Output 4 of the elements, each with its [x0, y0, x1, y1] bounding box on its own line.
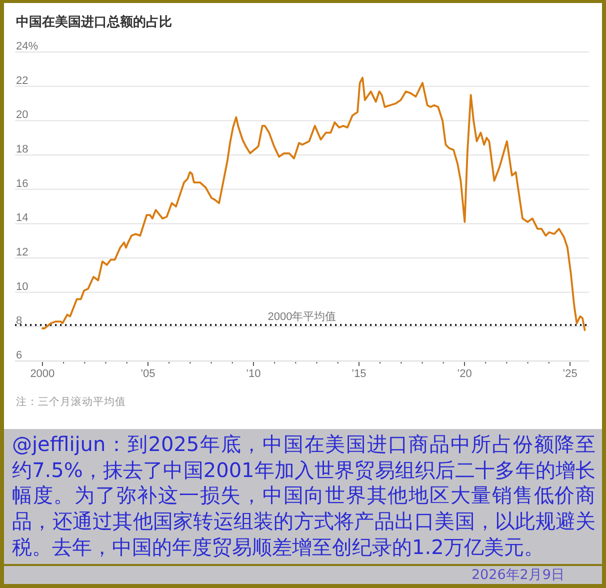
title: 中国在美国进口总额的占比	[16, 15, 172, 30]
date: 2026年2月9日	[4, 566, 602, 584]
note: 注：三个月滚动平均值	[16, 396, 126, 408]
caption: @jefflijun：到2025年底，中国在美国进口商品中所占份额降至约7.5%，抹去了中国2001年加入世界贸易组织后二十多年的增长幅度。为了弥补这一损失，中国向世界其他地区大量销售低价商品，还通过其他国家转运组装的方式将产品出口美国，以此规避关税。去年，中国的年度贸易顺差增至创纪录的1.2万亿美元。	[4, 429, 602, 564]
